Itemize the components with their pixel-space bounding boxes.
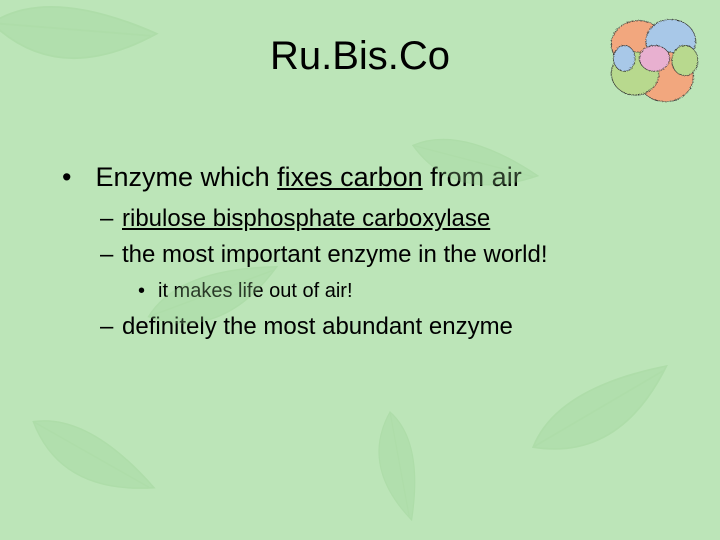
slide: Ru.Bis.Co Enzyme which fixes carbon from… xyxy=(0,0,720,540)
bullet-text: from air xyxy=(423,162,522,192)
protein-image xyxy=(600,6,708,114)
leaf-decoration xyxy=(0,382,171,540)
bullet-text: definitely the most abundant enzyme xyxy=(122,313,513,340)
slide-title: Ru.Bis.Co xyxy=(50,34,670,79)
bullet-lvl2: definitely the most abundant enzyme xyxy=(100,309,670,345)
bullet-lvl1: Enzyme which fixes carbon from air ribul… xyxy=(62,159,670,345)
bullet-lvl3: it makes life out of air! xyxy=(138,275,670,307)
bullet-text: Enzyme which xyxy=(96,162,278,192)
bullet-text-underlined: ribulose bisphosphate carboxylase xyxy=(122,205,490,232)
bullet-text-underlined: fixes carbon xyxy=(277,162,423,192)
bullet-lvl2: the most important enzyme in the world! … xyxy=(100,237,670,307)
leaf-decoration xyxy=(508,344,703,498)
slide-content: Enzyme which fixes carbon from air ribul… xyxy=(50,159,670,345)
bullet-text: the most important enzyme in the world! xyxy=(122,241,548,268)
bullet-lvl2: ribulose bisphosphate carboxylase xyxy=(100,201,670,237)
bullet-text: it makes life out of air! xyxy=(158,280,353,302)
leaf-decoration xyxy=(354,406,426,526)
